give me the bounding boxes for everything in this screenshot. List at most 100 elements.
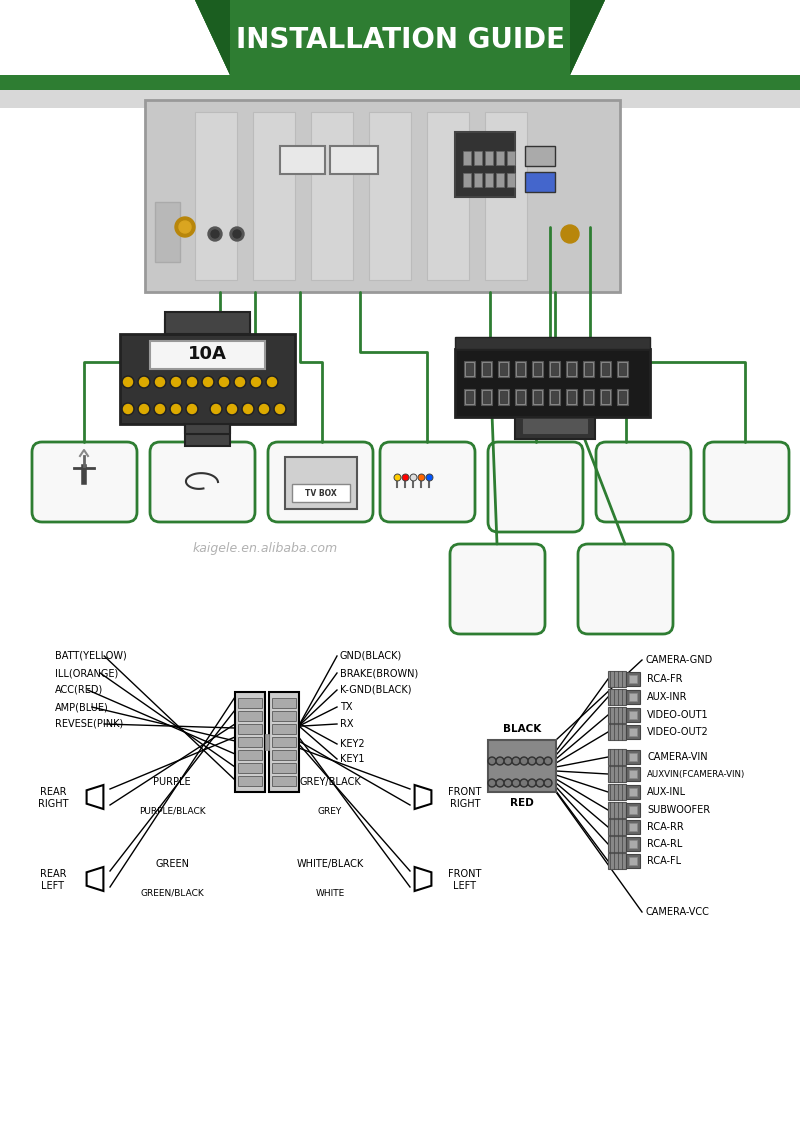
Bar <box>629 824 637 831</box>
Text: KEY2: KEY2 <box>340 739 365 749</box>
Circle shape <box>496 779 504 787</box>
Bar <box>626 854 640 868</box>
FancyBboxPatch shape <box>150 442 255 522</box>
Bar <box>466 390 473 403</box>
Bar <box>608 802 626 818</box>
Bar <box>235 692 265 792</box>
Text: LEFT: LEFT <box>454 881 477 891</box>
Bar <box>285 457 357 509</box>
Text: RIGHT: RIGHT <box>38 799 68 809</box>
FancyBboxPatch shape <box>450 544 545 634</box>
Circle shape <box>123 405 133 414</box>
Circle shape <box>203 377 213 386</box>
Circle shape <box>538 758 542 763</box>
Circle shape <box>259 405 269 414</box>
FancyBboxPatch shape <box>380 442 475 522</box>
Circle shape <box>171 405 181 414</box>
Bar <box>238 724 262 734</box>
Bar <box>532 389 543 405</box>
Bar <box>330 146 378 174</box>
Bar <box>238 711 262 721</box>
Bar <box>568 390 575 403</box>
Bar <box>455 337 650 349</box>
Bar <box>626 820 640 834</box>
Circle shape <box>186 376 198 388</box>
Bar <box>427 112 469 280</box>
Circle shape <box>514 758 518 763</box>
Text: ILL(ORANGE): ILL(ORANGE) <box>55 668 118 678</box>
Circle shape <box>155 405 165 414</box>
Circle shape <box>536 757 544 765</box>
Bar <box>485 151 493 165</box>
Bar <box>517 390 524 403</box>
Circle shape <box>496 757 504 765</box>
Bar <box>600 361 611 377</box>
Bar <box>626 690 640 703</box>
Bar <box>608 784 626 800</box>
Bar <box>464 361 475 377</box>
Circle shape <box>210 403 222 415</box>
Text: BRAKE(BROWN): BRAKE(BROWN) <box>340 668 418 678</box>
Circle shape <box>536 779 544 787</box>
Bar <box>585 364 592 375</box>
Bar <box>619 390 626 403</box>
Bar <box>185 424 230 447</box>
Text: PURPLE: PURPLE <box>153 778 191 787</box>
Bar <box>566 361 577 377</box>
Circle shape <box>123 377 133 386</box>
Text: RCA-FR: RCA-FR <box>647 674 682 684</box>
Circle shape <box>122 403 134 415</box>
Bar <box>238 737 262 747</box>
Circle shape <box>266 376 278 388</box>
Bar <box>455 349 650 417</box>
Polygon shape <box>570 0 800 75</box>
FancyBboxPatch shape <box>268 442 373 522</box>
Text: WHITE/BLACK: WHITE/BLACK <box>296 859 364 870</box>
Circle shape <box>226 403 238 415</box>
Bar <box>629 806 637 813</box>
Text: CAMERA-VCC: CAMERA-VCC <box>645 907 709 917</box>
FancyBboxPatch shape <box>488 442 583 532</box>
Text: RCA-RR: RCA-RR <box>647 822 684 833</box>
Text: TV BOX: TV BOX <box>305 488 337 497</box>
Bar <box>532 361 543 377</box>
Text: GREEN: GREEN <box>155 859 189 870</box>
Bar <box>617 361 628 377</box>
Circle shape <box>250 376 262 388</box>
FancyBboxPatch shape <box>32 442 137 522</box>
Text: BLACK: BLACK <box>503 724 541 734</box>
Circle shape <box>530 758 534 763</box>
Circle shape <box>230 227 244 241</box>
Circle shape <box>211 230 219 238</box>
Bar <box>515 389 526 405</box>
Text: AUX-INL: AUX-INL <box>647 787 686 797</box>
Bar <box>568 364 575 375</box>
Bar <box>238 749 262 760</box>
Circle shape <box>170 376 182 388</box>
Bar <box>626 725 640 739</box>
Bar <box>195 112 237 280</box>
Bar <box>463 151 471 165</box>
Bar <box>608 724 626 741</box>
Text: FRONT: FRONT <box>448 870 482 879</box>
Bar <box>629 675 637 683</box>
Bar <box>481 361 492 377</box>
Circle shape <box>488 757 496 765</box>
Bar <box>0 0 800 90</box>
Text: GREY: GREY <box>318 807 342 816</box>
Circle shape <box>490 781 494 785</box>
Bar <box>145 100 620 292</box>
Bar <box>474 151 482 165</box>
Circle shape <box>218 376 230 388</box>
Circle shape <box>138 376 150 388</box>
Bar <box>474 173 482 187</box>
Bar <box>272 724 296 734</box>
Text: 10A: 10A <box>187 344 226 364</box>
Bar <box>626 749 640 764</box>
Circle shape <box>275 405 285 414</box>
Bar <box>602 390 609 403</box>
Text: LEFT: LEFT <box>42 881 65 891</box>
Circle shape <box>186 403 198 415</box>
Bar <box>517 364 524 375</box>
Circle shape <box>274 403 286 415</box>
